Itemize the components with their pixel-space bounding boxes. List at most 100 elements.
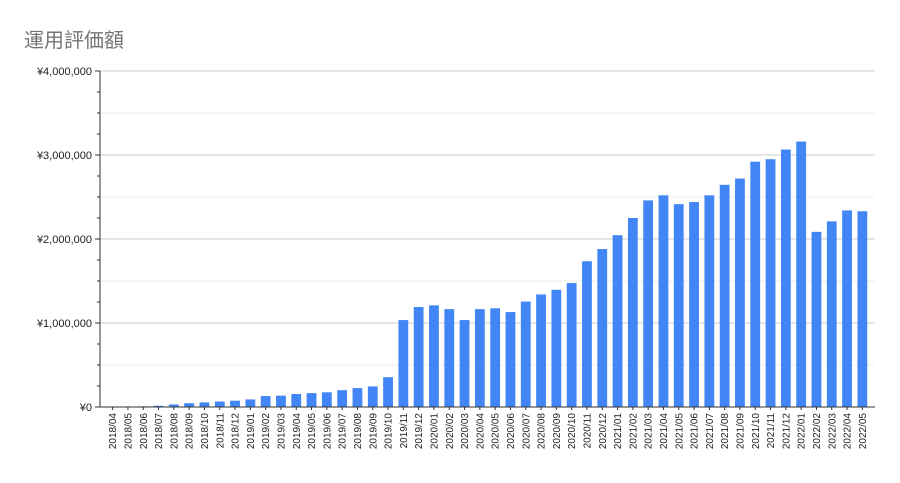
bar-2021-04[interactable]	[658, 195, 669, 407]
x-tick-label: 2021/11	[766, 413, 777, 449]
bar-2021-11[interactable]	[765, 159, 776, 407]
bar-2020-06[interactable]	[505, 312, 516, 407]
bar-2019-10[interactable]	[383, 377, 393, 407]
bar-2019-12[interactable]	[413, 307, 424, 407]
y-tick-label: ¥4,000,000	[36, 66, 92, 78]
bar-2019-11[interactable]	[398, 320, 409, 407]
y-tick-label: ¥2,000,000	[36, 234, 92, 246]
bar-2019-07[interactable]	[337, 390, 348, 407]
bar-2020-10[interactable]	[566, 283, 577, 407]
bar-2021-05[interactable]	[673, 204, 684, 407]
x-tick-label: 2020/06	[506, 413, 517, 450]
x-tick-label: 2020/10	[567, 413, 578, 450]
x-tick-label: 2018/06	[139, 413, 150, 450]
bar-2018-07[interactable]	[153, 405, 164, 407]
bar-2019-04[interactable]	[291, 393, 302, 407]
bar-2021-12[interactable]	[780, 149, 791, 408]
x-tick-label: 2020/03	[460, 413, 471, 450]
x-tick-label: 2019/04	[292, 413, 303, 450]
gridlines	[100, 70, 875, 366]
bar-2020-11[interactable]	[582, 261, 592, 407]
bar-2018-09[interactable]	[184, 403, 195, 407]
bar-2019-09[interactable]	[367, 386, 378, 407]
y-tick-label: ¥3,000,000	[36, 150, 92, 162]
x-tick-label: 2018/04	[108, 413, 119, 450]
bar-2019-03[interactable]	[276, 395, 286, 407]
bar-2019-01[interactable]	[245, 399, 256, 407]
x-tick-label: 2019/11	[399, 413, 410, 449]
bars	[107, 141, 868, 408]
bar-2021-03[interactable]	[643, 200, 654, 407]
x-tick-label: 2018/10	[200, 413, 211, 450]
bar-2022-03[interactable]	[826, 221, 837, 407]
bar-2020-02[interactable]	[444, 309, 455, 407]
x-tick-label: 2022/03	[827, 413, 838, 450]
x-tick-label: 2021/08	[720, 413, 731, 450]
x-tick-label: 2021/06	[690, 413, 701, 450]
bar-2021-08[interactable]	[719, 184, 730, 407]
bar-2022-05[interactable]	[857, 211, 868, 407]
x-tick-label: 2020/05	[491, 413, 502, 450]
x-tick-label: 2020/01	[429, 413, 440, 450]
bar-2021-10[interactable]	[750, 161, 761, 407]
bar-2020-04[interactable]	[474, 309, 485, 407]
x-tick-label: 2018/11	[215, 413, 226, 449]
y-tick-label: ¥0	[79, 402, 92, 414]
x-tick-label: 2021/05	[674, 413, 685, 450]
bar-2021-07[interactable]	[704, 195, 715, 407]
y-axis-ticks: ¥0 ¥1,000,000 ¥2,000,000 ¥3,000,000 ¥4,000,0…	[36, 66, 100, 414]
bar-2020-01[interactable]	[429, 305, 439, 407]
x-tick-label: 2019/06	[322, 413, 333, 450]
bar-2018-12[interactable]	[230, 400, 240, 407]
y-tick-label: ¥1,000,000	[36, 318, 92, 330]
x-tick-label: 2018/08	[169, 413, 180, 450]
bar-2019-02[interactable]	[260, 396, 271, 407]
x-tick-label: 2018/07	[154, 413, 165, 450]
bar-2022-01[interactable]	[796, 141, 807, 407]
x-tick-label: 2021/10	[751, 413, 762, 450]
bar-2019-06[interactable]	[321, 392, 332, 407]
bar-2018-10[interactable]	[199, 402, 210, 407]
x-tick-label: 2019/09	[368, 413, 379, 450]
x-tick-label: 2021/01	[613, 413, 624, 450]
x-tick-label: 2022/02	[812, 413, 823, 450]
x-tick-label: 2019/07	[338, 413, 349, 450]
bar-2021-01[interactable]	[612, 235, 623, 407]
bar-2020-07[interactable]	[520, 301, 531, 407]
bar-2022-04[interactable]	[842, 210, 852, 407]
bar-2021-02[interactable]	[627, 218, 638, 407]
bar-2020-12[interactable]	[597, 249, 608, 407]
x-tick-label: 2020/07	[521, 413, 532, 450]
bar-2019-08[interactable]	[352, 388, 363, 407]
bar-2021-06[interactable]	[689, 202, 699, 407]
x-tick-label: 2019/12	[414, 413, 425, 450]
bar-2020-09[interactable]	[551, 289, 562, 407]
x-tick-label: 2020/09	[552, 413, 563, 450]
x-tick-label: 2021/04	[659, 413, 670, 450]
x-tick-label: 2021/03	[644, 413, 655, 450]
x-tick-label: 2018/12	[231, 413, 242, 450]
x-tick-label: 2018/05	[123, 413, 134, 450]
x-tick-label: 2019/02	[261, 413, 272, 450]
x-axis-ticks: 2018/04 2018/05 2018/06 2018/07 2018/08 2018/…	[108, 407, 869, 449]
bar-2020-03[interactable]	[459, 320, 470, 407]
x-tick-label: 2019/01	[246, 413, 257, 450]
bar-2019-05[interactable]	[306, 393, 317, 407]
x-tick-label: 2020/02	[445, 413, 456, 450]
chart-title: 運用評価額	[24, 28, 124, 52]
x-tick-label: 2022/04	[843, 413, 854, 450]
x-tick-label: 2022/05	[858, 413, 869, 450]
bar-2020-08[interactable]	[536, 294, 546, 407]
x-tick-label: 2019/03	[276, 413, 287, 450]
x-tick-label: 2021/02	[628, 413, 639, 450]
x-tick-label: 2019/08	[353, 413, 364, 450]
x-tick-label: 2021/07	[705, 413, 716, 450]
x-tick-label: 2021/09	[735, 413, 746, 450]
bar-2018-08[interactable]	[168, 404, 179, 407]
bar-2020-05[interactable]	[490, 308, 501, 407]
bar-2022-02[interactable]	[811, 231, 822, 407]
x-tick-label: 2019/05	[307, 413, 318, 450]
bar-2018-11[interactable]	[214, 401, 225, 407]
bar-2021-09[interactable]	[735, 178, 745, 407]
